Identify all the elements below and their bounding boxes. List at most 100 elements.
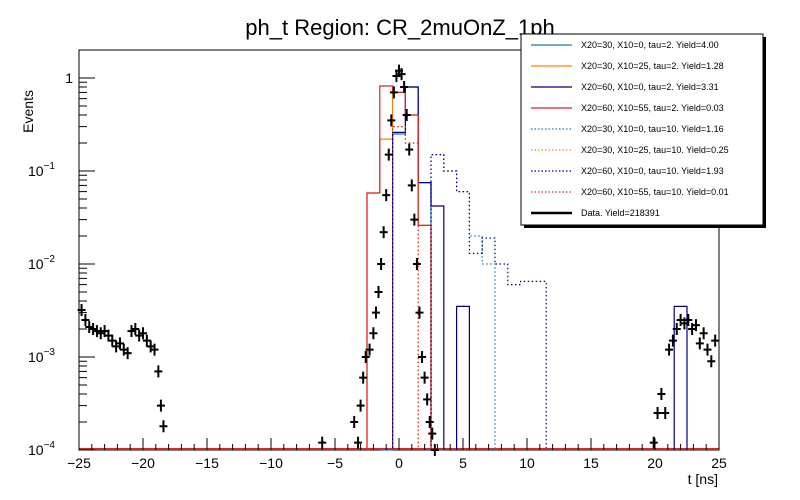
data-point: [415, 306, 424, 319]
legend-label: X20=30, X10=25, tau=10. Yield=0.25: [581, 145, 729, 155]
y-tick-label: 10−3: [28, 347, 55, 365]
data-point: [108, 334, 117, 347]
data-point: [81, 313, 90, 326]
legend-label: X20=60, X10=55, tau=2. Yield=0.03: [581, 103, 724, 113]
y-tick-label: 10−4: [28, 440, 55, 458]
data-point: [159, 420, 168, 433]
data-point: [356, 399, 365, 412]
data-point: [382, 189, 391, 202]
legend-label: X20=60, X10=55, tau=10. Yield=0.01: [581, 187, 729, 197]
data-point: [389, 86, 398, 99]
legend-label: X20=30, X10=25, tau=2. Yield=1.28: [581, 61, 724, 71]
data-point: [653, 406, 662, 419]
series-5-histogram: [430, 154, 496, 450]
legend-label: X20=60, X10=0, tau=10. Yield=1.93: [581, 166, 724, 176]
x-tick-label: 10: [519, 455, 535, 471]
data-point: [707, 355, 716, 368]
data-point: [104, 329, 113, 342]
data-point: [135, 329, 144, 342]
data-point: [428, 427, 437, 440]
data-point: [402, 109, 411, 122]
data-point: [377, 257, 386, 270]
y-tick-label: 1: [65, 70, 73, 86]
legend-label: Data. Yield=218391: [581, 208, 660, 218]
data-point: [112, 340, 121, 353]
data-point: [123, 347, 132, 360]
data-point: [354, 436, 363, 449]
data-point: [359, 371, 368, 384]
data-point: [127, 325, 136, 338]
data-point: [384, 148, 393, 161]
data-point: [365, 343, 374, 356]
data-point: [711, 334, 720, 347]
x-tick-label: −10: [259, 455, 283, 471]
data-point: [139, 327, 147, 340]
legend-label: X20=60, X10=0, tau=2. Yield=3.31: [581, 82, 719, 92]
series-6-histogram: [392, 126, 419, 450]
y-tick-label: 10−1: [28, 161, 55, 179]
data-point: [361, 350, 370, 363]
data-point: [77, 304, 86, 317]
x-tick-label: −25: [67, 455, 91, 471]
data-point: [154, 365, 163, 378]
x-tick-label: −15: [195, 455, 219, 471]
data-point: [405, 143, 414, 156]
data-point: [703, 343, 712, 356]
x-tick-label: −20: [131, 455, 155, 471]
legend-label: X20=30, X10=0, tau=10. Yield=1.16: [581, 124, 724, 134]
chart-title: ph_t Region: CR_2muOnZ_1ph: [245, 15, 554, 40]
x-tick-label: 0: [395, 455, 403, 471]
data-point: [369, 327, 378, 340]
y-axis-label: Events: [20, 90, 36, 133]
data-point: [418, 350, 427, 363]
data-point: [374, 285, 383, 298]
data-points-layer: [77, 64, 720, 456]
x-tick-label: −5: [327, 455, 343, 471]
series-8-histogram: [392, 126, 419, 450]
data-point: [649, 436, 658, 449]
data-point: [423, 393, 432, 406]
data-point: [410, 213, 419, 226]
series-2-histogram: [366, 91, 432, 450]
x-tick-label: 15: [583, 455, 599, 471]
y-tick-label: 10−2: [28, 254, 55, 272]
data-point: [156, 399, 165, 412]
data-point: [142, 334, 151, 347]
data-point: [412, 257, 421, 270]
data-point: [96, 327, 105, 340]
data-point: [672, 323, 681, 336]
data-point: [92, 325, 101, 338]
data-point: [131, 323, 140, 336]
data-point: [420, 371, 429, 384]
data-point: [371, 306, 380, 319]
data-point: [668, 334, 677, 347]
data-point: [379, 226, 388, 239]
data-point: [695, 337, 704, 350]
series-7-histogram: [430, 154, 547, 450]
x-axis-label: t [ns]: [688, 471, 718, 487]
legend-entries: X20=30, X10=0, tau=2. Yield=4.00 X20=30, …: [531, 40, 729, 218]
data-point: [400, 81, 409, 94]
series-1-histogram: [379, 86, 444, 451]
axis-ticks-layer: −25 −20 −15 −10 −5 0 5 10 15 20 25 10−4 10−3 10−2 10−1…: [28, 49, 727, 471]
data-point: [350, 416, 359, 429]
legend-label: X20=30, X10=0, tau=2. Yield=4.00: [581, 40, 719, 50]
data-point: [85, 321, 94, 334]
data-point: [699, 327, 708, 340]
data-point: [115, 337, 124, 350]
x-tick-label: 20: [647, 455, 663, 471]
data-point: [691, 319, 700, 332]
data-point: [89, 323, 98, 336]
data-point: [150, 343, 159, 356]
x-tick-label: 25: [711, 455, 727, 471]
x-tick-label: 5: [459, 455, 467, 471]
data-point: [425, 416, 434, 429]
data-point: [661, 406, 670, 419]
legend: X20=30, X10=0, tau=2. Yield=4.00 X20=30, …: [520, 33, 766, 228]
data-point: [684, 313, 693, 326]
data-point: [397, 68, 406, 81]
data-point: [657, 388, 666, 401]
data-point: [407, 179, 416, 192]
data-point: [665, 343, 674, 356]
